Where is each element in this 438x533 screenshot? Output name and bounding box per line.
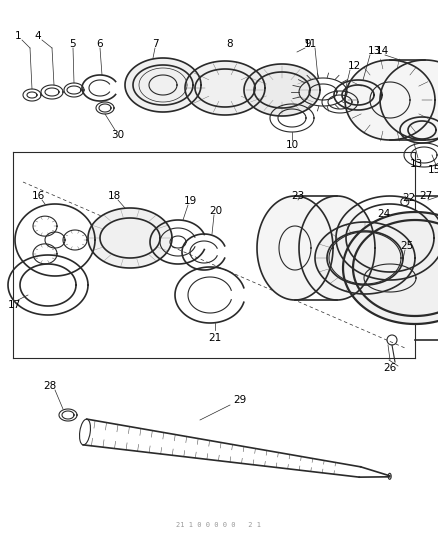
Text: 24: 24 — [378, 209, 391, 219]
Polygon shape — [343, 212, 438, 324]
Polygon shape — [345, 60, 435, 140]
Text: 7: 7 — [152, 39, 158, 49]
Polygon shape — [185, 61, 265, 115]
Text: 29: 29 — [233, 395, 247, 405]
Text: 10: 10 — [286, 140, 299, 150]
Text: 15: 15 — [427, 165, 438, 175]
Text: 18: 18 — [107, 191, 120, 201]
Text: 26: 26 — [383, 363, 397, 373]
Text: 9: 9 — [305, 39, 311, 49]
Text: 8: 8 — [227, 39, 233, 49]
Text: 21 1 0 0 0 0 0   2 1: 21 1 0 0 0 0 0 2 1 — [177, 522, 261, 528]
Polygon shape — [125, 58, 201, 112]
Text: 25: 25 — [400, 241, 413, 251]
Text: 28: 28 — [43, 381, 57, 391]
Text: 14: 14 — [375, 46, 389, 56]
Text: 11: 11 — [304, 39, 317, 49]
Text: 19: 19 — [184, 196, 197, 206]
Text: 30: 30 — [111, 130, 124, 140]
Text: 21: 21 — [208, 333, 222, 343]
Text: 5: 5 — [70, 39, 76, 49]
Polygon shape — [88, 208, 172, 268]
Polygon shape — [257, 196, 333, 300]
Text: 22: 22 — [403, 193, 416, 203]
Text: 4: 4 — [35, 31, 41, 41]
Text: 17: 17 — [7, 300, 21, 310]
Text: 13: 13 — [367, 46, 381, 56]
Polygon shape — [380, 60, 438, 140]
Text: 16: 16 — [32, 191, 45, 201]
Polygon shape — [299, 196, 375, 300]
Text: 23: 23 — [291, 191, 304, 201]
Text: 20: 20 — [209, 206, 223, 216]
Polygon shape — [244, 64, 320, 116]
Text: 27: 27 — [419, 191, 433, 201]
Polygon shape — [315, 222, 415, 294]
Text: 12: 12 — [347, 61, 360, 71]
Text: 13: 13 — [410, 159, 423, 169]
Text: 6: 6 — [97, 39, 103, 49]
Text: 1: 1 — [15, 31, 21, 41]
